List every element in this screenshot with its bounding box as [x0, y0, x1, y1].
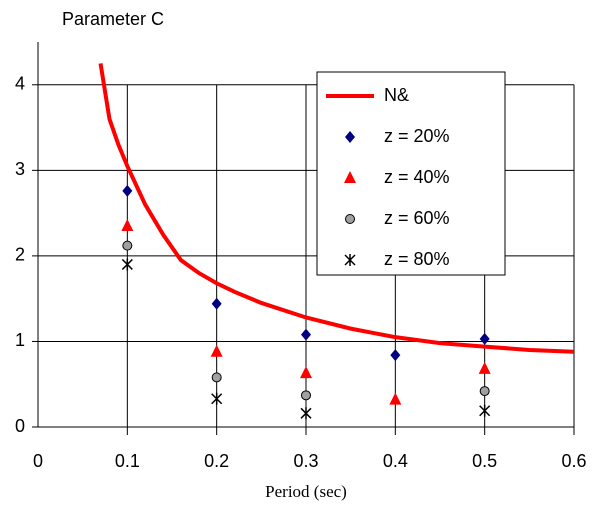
legend-label: z = 80%	[384, 249, 450, 269]
marker	[211, 297, 222, 310]
x-tick-label: 0.1	[115, 451, 140, 471]
y-tick-label: 3	[15, 159, 25, 179]
y-tick-label: 2	[15, 245, 25, 265]
legend-label: z = 60%	[384, 208, 450, 228]
legend-swatch	[344, 254, 356, 266]
legend-swatch	[344, 171, 356, 183]
marker	[121, 218, 134, 231]
marker	[479, 386, 490, 397]
marker	[390, 349, 401, 362]
y-tick-label: 0	[15, 416, 25, 436]
y-tick-label: 4	[15, 74, 25, 94]
marker	[301, 390, 311, 401]
legend-swatch	[345, 131, 355, 143]
line	[98, 63, 575, 354]
marker	[121, 258, 133, 271]
marker	[122, 240, 133, 251]
marker	[478, 361, 491, 374]
marker	[300, 366, 312, 379]
legend-box	[316, 71, 506, 276]
x-axis-label: Period (sec)	[265, 482, 347, 501]
marker	[479, 332, 490, 345]
legend-label: z = 20%	[384, 126, 450, 146]
marker	[211, 392, 223, 405]
x-tick-label: 0.2	[204, 451, 229, 471]
x-tick-label: 0.4	[383, 451, 408, 471]
chart-title: Parameter C	[62, 9, 164, 29]
legend-swatch	[345, 214, 355, 224]
legend-label: z = 40%	[384, 167, 450, 187]
marker	[211, 372, 222, 383]
x-tick-label: 0	[33, 451, 43, 471]
legend: N&z = 20% z = 40% z = 60% z = 80%	[316, 71, 506, 276]
legend-label: N&	[384, 85, 409, 105]
marker	[479, 404, 491, 417]
x-tick-label: 0.5	[472, 451, 497, 471]
marker	[300, 407, 312, 420]
marker	[301, 328, 311, 341]
x-tick-label: 0.6	[561, 451, 586, 471]
marker	[122, 184, 133, 197]
y-tick-label: 1	[15, 330, 25, 350]
x-tick-label: 0.3	[293, 451, 318, 471]
marker	[389, 392, 402, 405]
marker	[210, 344, 223, 357]
